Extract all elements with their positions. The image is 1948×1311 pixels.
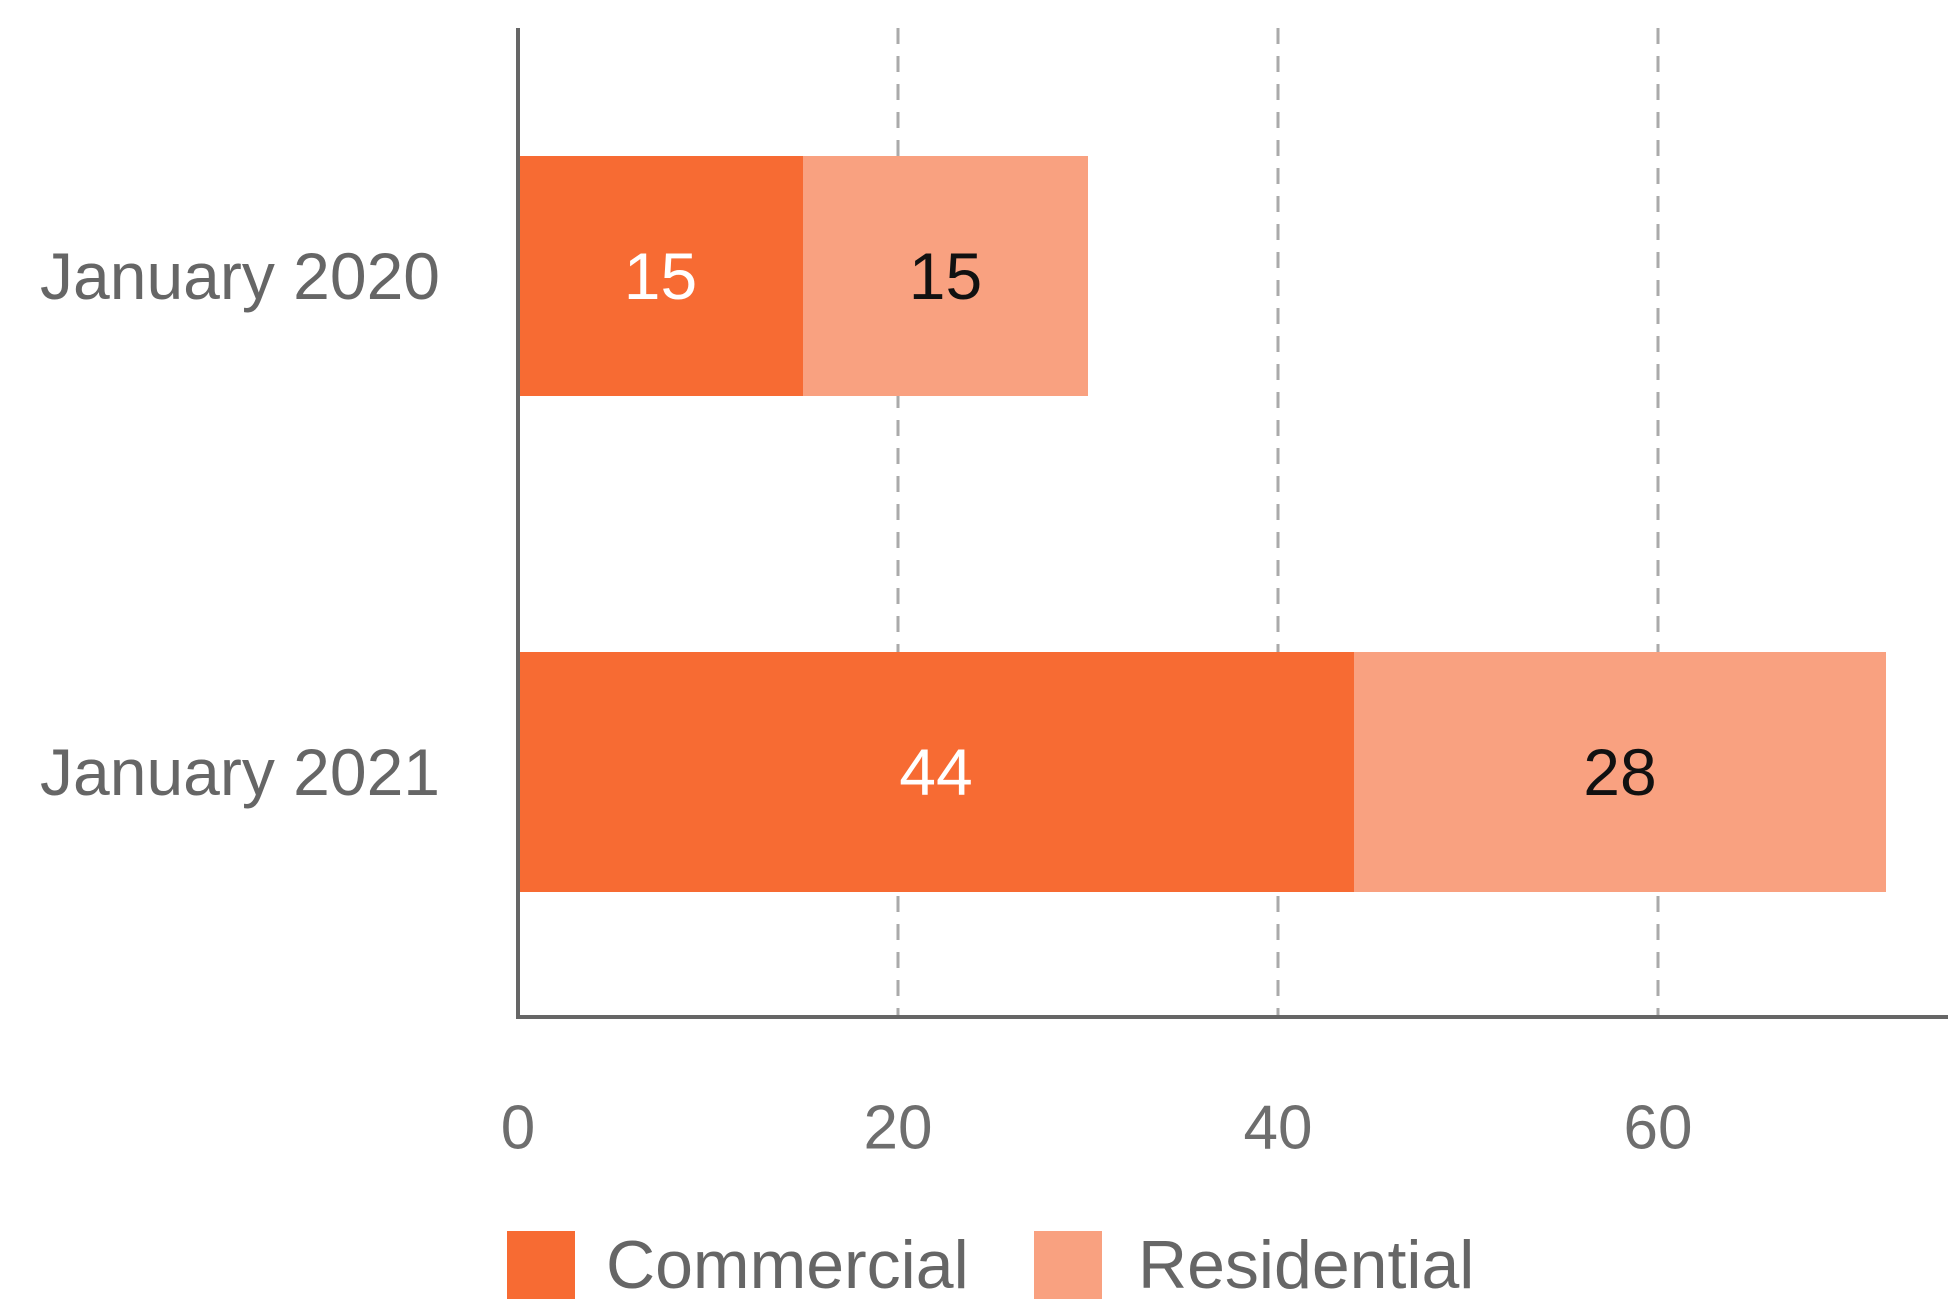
- bar-value-label: 28: [1583, 735, 1656, 809]
- bars: 15 15 44 28: [518, 156, 1886, 892]
- x-tick-label: 20: [864, 1094, 933, 1163]
- bar-value-label: 15: [909, 239, 982, 313]
- bar-value-label: 44: [899, 735, 972, 809]
- category-labels: January 2020 January 2021: [40, 239, 440, 809]
- x-tick-labels: 0 20 40 60: [501, 1094, 1693, 1163]
- x-tick-label: 60: [1624, 1094, 1693, 1163]
- legend-label-residential: Residential: [1138, 1227, 1474, 1303]
- legend-swatch-residential: [1034, 1231, 1102, 1299]
- x-tick-label: 40: [1244, 1094, 1313, 1163]
- bar-commercial-0: [518, 156, 803, 396]
- legend: Commercial Residential: [507, 1227, 1474, 1303]
- legend-label-commercial: Commercial: [606, 1227, 969, 1303]
- x-tick-label: 0: [501, 1094, 535, 1163]
- bar-value-label: 15: [624, 239, 697, 313]
- axes: [516, 28, 1948, 1019]
- bar-residential-0: [803, 156, 1088, 396]
- bar-residential-1: [1354, 652, 1886, 892]
- category-label: January 2021: [40, 735, 440, 809]
- bar-commercial-1: [518, 652, 1354, 892]
- legend-swatch-commercial: [507, 1231, 575, 1299]
- category-label: January 2020: [40, 239, 440, 313]
